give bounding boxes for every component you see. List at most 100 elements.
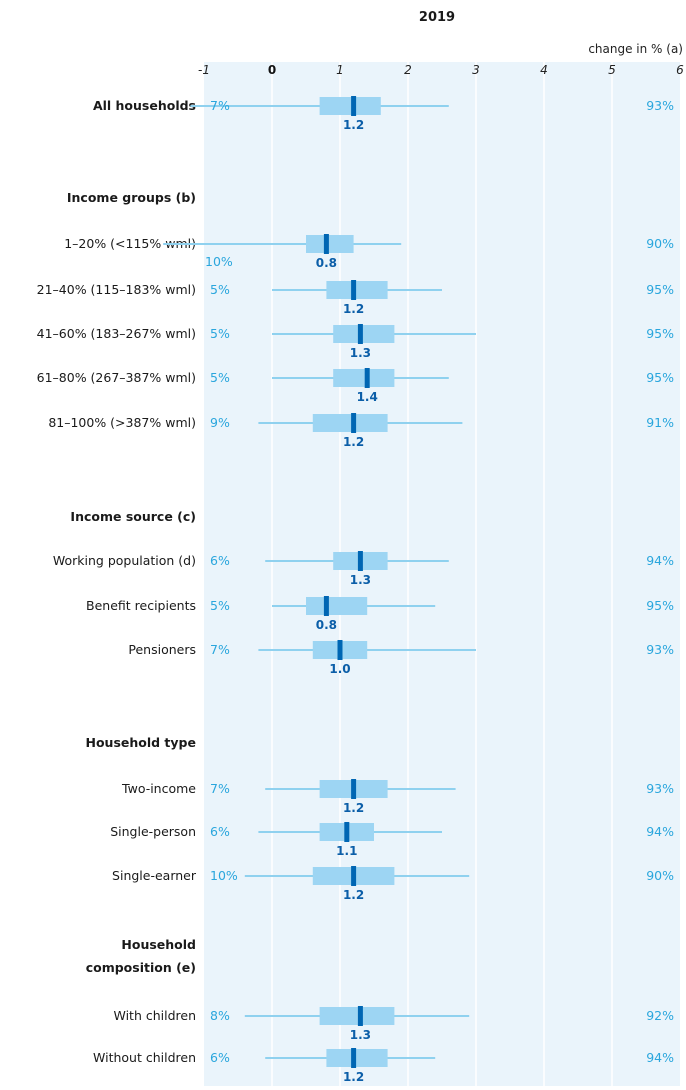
grid-lines: [271, 62, 613, 1086]
chart-row: 21–40% (115–183% wml) 1.2 5% 95%: [37, 280, 674, 316]
x-tick-label: 4: [540, 63, 548, 77]
chart-row: Pensioners 1.0 7% 93%: [128, 640, 674, 676]
row-label: Single-person: [110, 824, 196, 839]
group-heading: Household type: [86, 735, 197, 750]
median-marker: [351, 96, 357, 116]
median-label: 1.2: [343, 435, 364, 449]
row-label: Working population (d): [53, 553, 196, 568]
right-percentage: 94%: [646, 553, 674, 568]
median-label: 1.3: [350, 1028, 371, 1042]
group-heading: Income source (c): [70, 509, 196, 524]
median-label: 1.4: [357, 390, 378, 404]
chart-row: 41–60% (183–267% wml) 1.3 5% 95%: [37, 324, 674, 360]
median-marker: [323, 596, 329, 616]
x-tick-label: 1: [336, 63, 344, 77]
chart-row: 1–20% (<115% wml) 0.8 10% 90%: [64, 234, 674, 270]
chart-row: Single-earner 1.2 10% 90%: [112, 866, 674, 902]
chart-row: With children 1.3 8% 92%: [113, 1006, 674, 1042]
median-marker: [337, 640, 343, 660]
median-marker: [351, 280, 357, 300]
left-percentage: 10%: [205, 254, 233, 269]
left-percentage: 6%: [210, 824, 230, 839]
right-percentage: 95%: [646, 598, 674, 613]
chart-row: Benefit recipients 0.8 5% 95%: [86, 596, 674, 632]
row-label: 21–40% (115–183% wml): [37, 282, 196, 297]
median-marker: [357, 1006, 363, 1026]
group-heading: composition (e): [86, 960, 196, 975]
median-label: 0.8: [316, 618, 337, 632]
right-percentage: 94%: [646, 1050, 674, 1065]
chart-row: Two-income 1.2 7% 93%: [121, 779, 674, 815]
left-percentage: 5%: [210, 598, 230, 613]
median-label: 1.2: [343, 1070, 364, 1084]
row-label: Benefit recipients: [86, 598, 196, 613]
median-label: 1.0: [329, 662, 350, 676]
right-percentage: 95%: [646, 370, 674, 385]
median-label: 1.2: [343, 118, 364, 132]
chart-row: Without children 1.2 6% 94%: [93, 1048, 674, 1084]
row-label: With children: [113, 1008, 196, 1023]
iqr-box: [306, 597, 368, 615]
right-percentage: 90%: [646, 236, 674, 251]
median-label: 1.3: [350, 346, 371, 360]
iqr-box: [319, 1007, 395, 1025]
row-label: 61–80% (267–387% wml): [37, 370, 196, 385]
median-marker: [364, 368, 370, 388]
right-percentage: 95%: [646, 326, 674, 341]
chart-row: 81–100% (>387% wml) 1.2 9% 91%: [48, 413, 674, 449]
x-axis-ticks: -1 0 1 2 3 4 5 6: [198, 63, 684, 77]
median-label: 0.8: [316, 256, 337, 270]
right-percentage: 93%: [646, 642, 674, 657]
median-marker: [351, 413, 357, 433]
row-label: Pensioners: [128, 642, 196, 657]
chart-row: Working population (d) 1.3 6% 94%: [53, 551, 674, 587]
plot-panel: [204, 62, 680, 1086]
left-percentage: 6%: [210, 1050, 230, 1065]
right-percentage: 90%: [646, 868, 674, 883]
right-percentage: 93%: [646, 781, 674, 796]
median-marker: [323, 234, 329, 254]
row-label: Two-income: [121, 781, 196, 796]
right-percentage: 94%: [646, 824, 674, 839]
median-marker: [357, 324, 363, 344]
left-percentage: 9%: [210, 415, 230, 430]
left-percentage: 10%: [210, 868, 238, 883]
chart-row: 61–80% (267–387% wml) 1.4 5% 95%: [37, 368, 674, 404]
median-label: 1.3: [350, 573, 371, 587]
group-heading: Income groups (b): [67, 190, 196, 205]
median-marker: [351, 1048, 357, 1068]
left-percentage: 7%: [210, 781, 230, 796]
right-percentage: 91%: [646, 415, 674, 430]
left-percentage: 6%: [210, 553, 230, 568]
x-tick-label: 6: [676, 63, 684, 77]
iqr-box: [326, 1049, 388, 1067]
x-tick-label: -1: [198, 63, 210, 77]
median-marker: [351, 866, 357, 886]
median-marker: [344, 822, 350, 842]
right-percentage: 92%: [646, 1008, 674, 1023]
iqr-box: [319, 97, 381, 115]
left-percentage: 7%: [210, 98, 230, 113]
left-percentage: 5%: [210, 370, 230, 385]
chart-title: 2019: [419, 10, 455, 25]
iqr-box: [333, 325, 395, 343]
median-label: 1.2: [343, 801, 364, 815]
median-label: 1.2: [343, 302, 364, 316]
x-tick-label: 3: [472, 63, 480, 77]
chart-rows: All households 1.2 7% 93% Income groups (b) 1…: [37, 96, 674, 1084]
chart-row: Single-person 1.1 6% 94%: [110, 822, 674, 858]
unit-label: change in % (a): [588, 42, 683, 56]
row-label: Single-earner: [112, 868, 197, 883]
median-marker: [357, 551, 363, 571]
median-label: 1.2: [343, 888, 364, 902]
group-heading: Household: [121, 937, 196, 952]
left-percentage: 7%: [210, 642, 230, 657]
x-tick-label: 5: [608, 63, 616, 77]
iqr-box: [326, 281, 388, 299]
row-label: 81–100% (>387% wml): [48, 415, 196, 430]
row-label: 41–60% (183–267% wml): [37, 326, 196, 341]
right-percentage: 95%: [646, 282, 674, 297]
row-label: Without children: [93, 1050, 196, 1065]
median-marker: [351, 779, 357, 799]
